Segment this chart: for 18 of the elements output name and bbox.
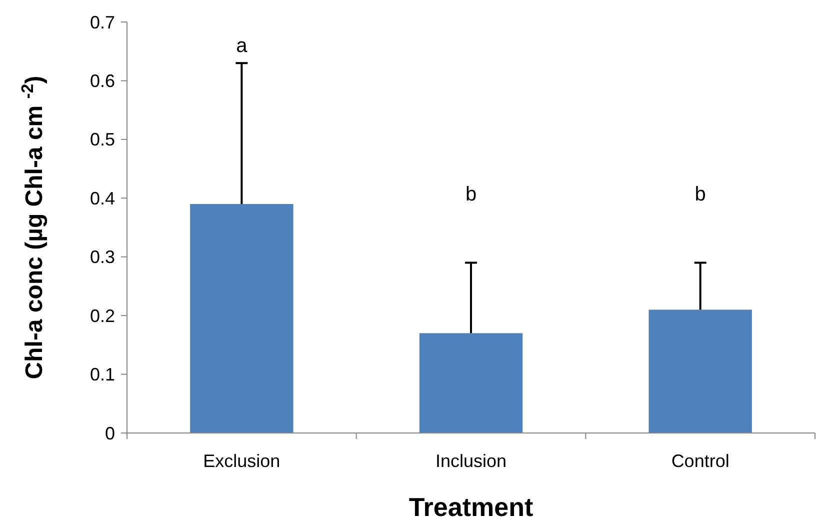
x-tick-label: Inclusion bbox=[435, 451, 507, 471]
x-axis-title: Treatment bbox=[408, 492, 534, 522]
bar bbox=[419, 333, 523, 433]
y-tick-label: 0.5 bbox=[90, 130, 115, 150]
y-tick-label: 0 bbox=[104, 423, 115, 444]
annotation: b bbox=[465, 184, 477, 206]
x-tick-label: Control bbox=[671, 451, 730, 471]
y-tick-label: 0.3 bbox=[90, 247, 115, 268]
y-tick-label: 0.2 bbox=[90, 306, 115, 326]
annotation: b bbox=[694, 184, 706, 206]
x-tick-label: Exclusion bbox=[203, 451, 280, 471]
annotation: a bbox=[236, 35, 248, 57]
y-tick-label: 0.1 bbox=[90, 364, 115, 385]
y-tick-label: 0.7 bbox=[90, 12, 115, 32]
y-tick-label: 0.6 bbox=[90, 71, 115, 92]
bar bbox=[190, 204, 294, 433]
bar bbox=[648, 310, 752, 433]
y-tick-label: 0.4 bbox=[90, 188, 115, 208]
